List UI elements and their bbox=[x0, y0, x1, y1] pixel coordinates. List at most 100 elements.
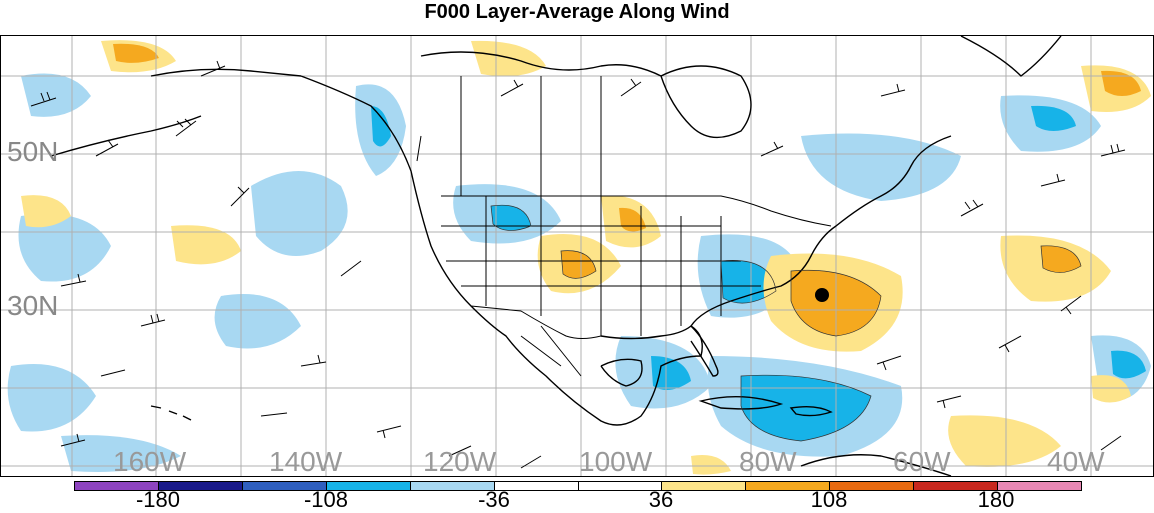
negative-patch bbox=[371, 106, 391, 147]
negative-patch bbox=[491, 205, 531, 231]
positive-patch bbox=[561, 250, 596, 279]
wind-barb bbox=[1040, 173, 1066, 187]
lat-label-50n: 50N bbox=[7, 136, 59, 167]
colorbar-swatch bbox=[75, 482, 159, 490]
lon-label-100w: 100W bbox=[579, 446, 653, 477]
negative-patch bbox=[251, 171, 348, 256]
negative-patch bbox=[721, 260, 776, 304]
contour-line bbox=[490, 204, 532, 231]
greenland-coast bbox=[960, 36, 1062, 77]
negative-patch bbox=[7, 364, 97, 432]
colorbar-swatch bbox=[242, 482, 327, 490]
colorbar-swatch bbox=[494, 482, 579, 490]
negative-patch bbox=[18, 214, 111, 282]
hispaniola-island bbox=[789, 405, 833, 417]
wind-barb bbox=[500, 79, 524, 97]
colorbar-label-36: 36 bbox=[648, 487, 674, 512]
positive-patch bbox=[691, 455, 731, 475]
positive-patch bbox=[1091, 375, 1131, 403]
arctic-coast bbox=[420, 51, 662, 77]
political-borders bbox=[441, 76, 832, 377]
wind-barb bbox=[30, 91, 57, 107]
wind-barb bbox=[416, 135, 422, 162]
negative-patch bbox=[741, 375, 871, 441]
negative-patch bbox=[21, 73, 91, 117]
positive-patch bbox=[21, 195, 71, 228]
wind-barb bbox=[880, 83, 906, 97]
colorbar-swatch bbox=[410, 482, 495, 490]
anomaly-shading bbox=[7, 40, 1151, 475]
hudson-bay-coast bbox=[660, 65, 752, 139]
wind-barb bbox=[100, 369, 126, 377]
colorbar-label-neg180: -180 bbox=[135, 487, 181, 512]
colorbar-label-neg108: -108 bbox=[303, 487, 349, 512]
yucatan-coast bbox=[600, 358, 643, 387]
positive-patch bbox=[171, 225, 241, 265]
mexico-state-line bbox=[520, 325, 582, 377]
negative-patch bbox=[651, 356, 691, 390]
coastlines bbox=[50, 36, 1062, 476]
lon-label-60w: 60W bbox=[893, 446, 951, 477]
south-america-coast bbox=[800, 454, 952, 476]
contour-line bbox=[740, 374, 872, 442]
lon-label-120w: 120W bbox=[423, 446, 497, 477]
wind-barb bbox=[260, 412, 288, 417]
gulf-coast bbox=[600, 325, 692, 340]
hawaii-islands bbox=[150, 405, 192, 421]
positive-patch bbox=[1101, 70, 1141, 96]
wind-barb bbox=[876, 355, 902, 371]
colorbar-swatch bbox=[914, 482, 999, 490]
lon-label-140w: 140W bbox=[269, 446, 343, 477]
storm-position-dot bbox=[815, 288, 829, 302]
wind-barb bbox=[60, 273, 87, 287]
colorbar-swatch bbox=[830, 482, 915, 490]
wind-barb bbox=[95, 139, 119, 157]
negative-patch bbox=[1111, 350, 1146, 379]
us-canada-border bbox=[441, 195, 832, 227]
us-mexico-border bbox=[470, 305, 602, 339]
wind-anomaly-map bbox=[1, 36, 1153, 476]
wind-barb bbox=[760, 141, 784, 157]
alaska-coast bbox=[150, 68, 302, 77]
positive-patch bbox=[1041, 245, 1081, 273]
wind-barb bbox=[376, 425, 402, 439]
negative-patch bbox=[1031, 105, 1076, 131]
lon-label-40w: 40W bbox=[1047, 446, 1105, 477]
negative-patch bbox=[214, 294, 301, 349]
wind-barb bbox=[620, 78, 642, 97]
contour-line bbox=[560, 250, 597, 279]
wind-barb bbox=[300, 354, 327, 367]
cuba-island bbox=[698, 395, 784, 410]
aleutian-islands bbox=[50, 115, 202, 157]
colorbar-label-180: 180 bbox=[977, 487, 1015, 512]
lon-label-80w: 80W bbox=[739, 446, 797, 477]
wind-barb bbox=[340, 260, 362, 277]
colorbar-swatch bbox=[326, 482, 411, 490]
anomaly-contours bbox=[490, 204, 1082, 442]
north-america-coast bbox=[300, 75, 952, 426]
wind-barb bbox=[175, 118, 197, 137]
wind-barb bbox=[1100, 143, 1126, 157]
colorbar-swatch bbox=[998, 482, 1082, 490]
wind-barb bbox=[960, 199, 984, 217]
wind-barb bbox=[520, 455, 542, 469]
map-title: F000 Layer-Average Along Wind bbox=[424, 1, 730, 23]
colorbar-label-108: 108 bbox=[810, 487, 848, 512]
contour-line bbox=[720, 260, 777, 304]
wind-barb bbox=[140, 313, 166, 327]
wind-barb bbox=[230, 186, 250, 207]
wind-barb bbox=[1060, 295, 1082, 315]
graticule bbox=[1, 36, 1153, 476]
wind-barbs bbox=[30, 60, 1126, 469]
negative-patch bbox=[61, 435, 181, 472]
colorbar-swatch bbox=[662, 482, 747, 490]
wind-barb bbox=[1100, 435, 1122, 451]
positive-patch bbox=[113, 43, 159, 63]
wind-barb bbox=[936, 395, 962, 409]
negative-patch bbox=[801, 133, 961, 201]
wind-barb bbox=[998, 335, 1022, 353]
colorbar-swatch bbox=[158, 482, 243, 490]
colorbar bbox=[74, 481, 1082, 491]
colorbar-swatch bbox=[746, 482, 831, 490]
contour-line bbox=[1040, 245, 1082, 273]
